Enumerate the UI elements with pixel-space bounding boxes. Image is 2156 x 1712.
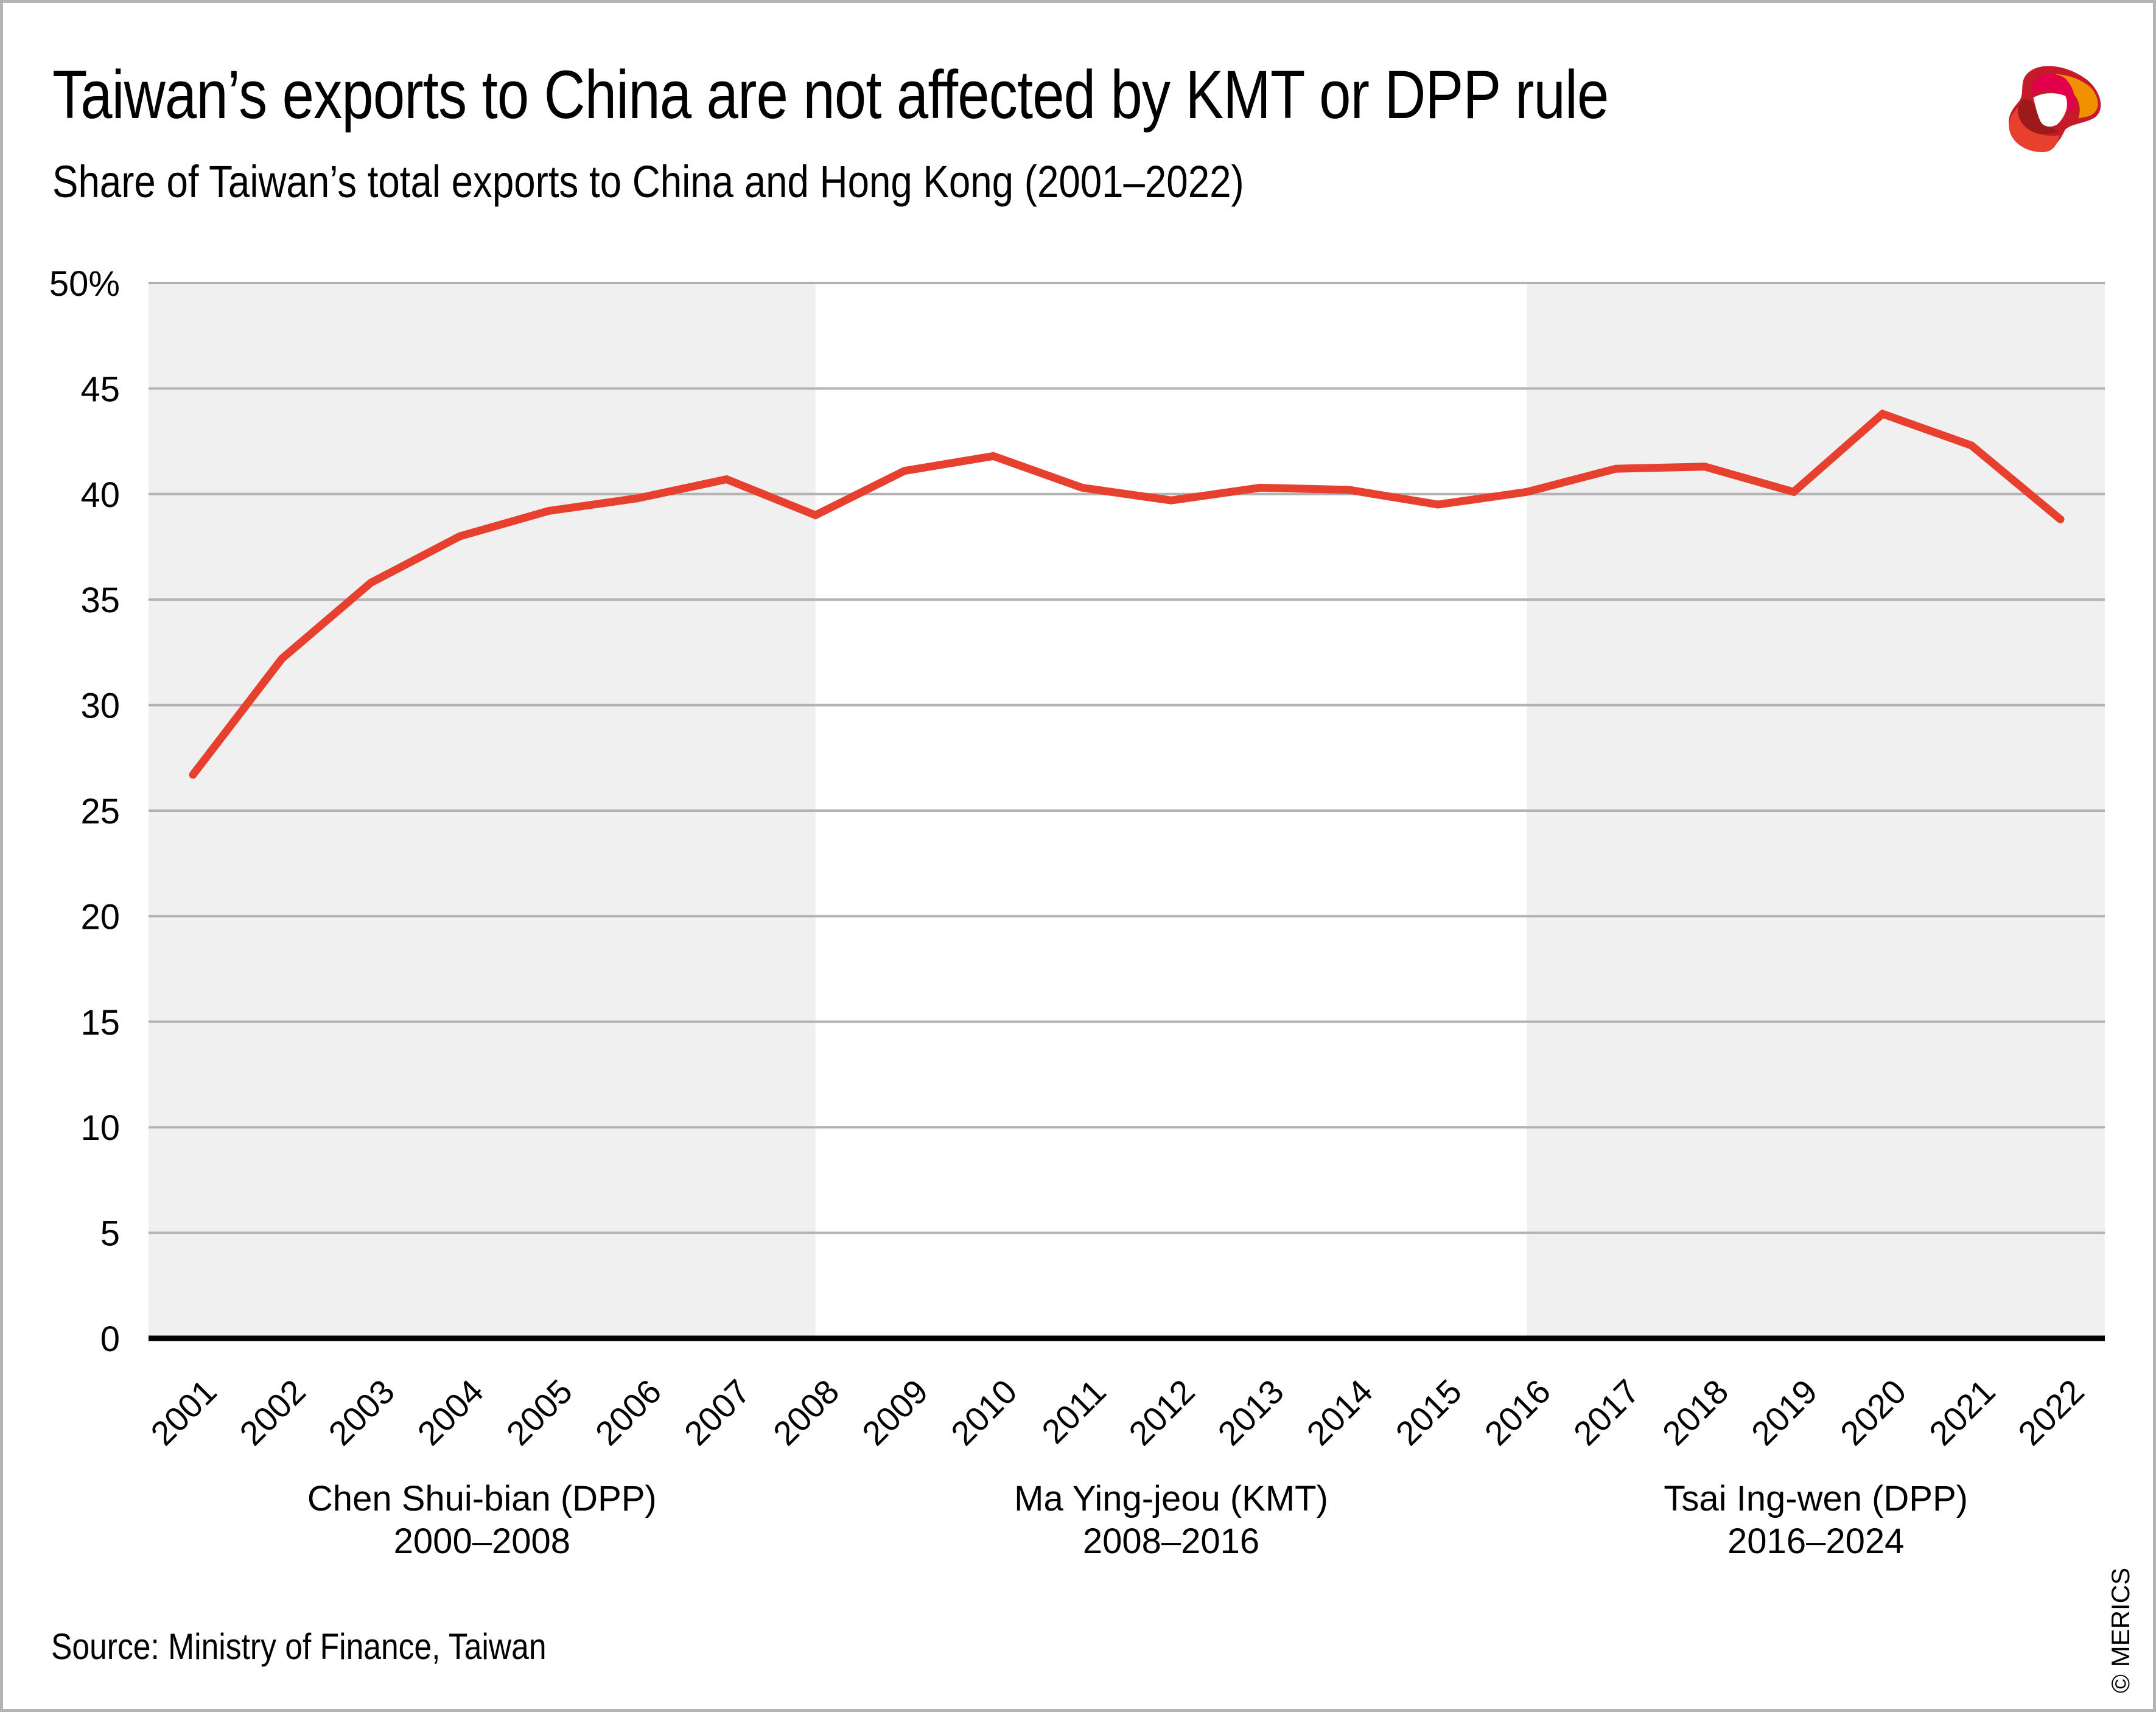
x-tick-label: 2019 [1744, 1372, 1825, 1453]
x-tick-label: 2010 [943, 1372, 1024, 1453]
y-tick-label: 0 [100, 1319, 120, 1359]
x-tick-label: 2022 [2011, 1372, 2091, 1453]
y-tick-label: 35 [80, 581, 120, 620]
y-tick-label: 45 [80, 369, 120, 409]
x-tick-label: 2006 [588, 1372, 669, 1453]
source-note: Source: Ministry of Finance, Taiwan [51, 1626, 547, 1667]
x-tick-label: 2012 [1121, 1372, 1202, 1453]
y-axis-ticks: 0 5 10 15 20 25 30 35 40 45 50% [49, 264, 120, 1359]
y-tick-label: 20 [80, 897, 120, 937]
y-tick-label: 30 [80, 687, 120, 726]
copyright-note: © MERICS [2106, 1568, 2135, 1693]
period-label-name: Ma Ying-jeou (KMT) [1014, 1479, 1328, 1518]
series-line [189, 409, 2065, 779]
chart-title: Taiwan’s exports to China are not affect… [52, 57, 1609, 133]
x-axis-ticks: 2001 2002 2003 2004 2005 2006 2007 2008 2009 2010… [143, 1372, 2091, 1453]
x-tick-label: 2015 [1388, 1372, 1469, 1453]
x-tick-label: 2013 [1210, 1372, 1291, 1453]
x-tick-label: 2008 [766, 1372, 847, 1453]
period-label-name: Chen Shui-bian (DPP) [307, 1479, 657, 1518]
chart-subtitle: Share of Taiwan’s total exports to China… [52, 156, 1244, 207]
period-label-years: 2008–2016 [1083, 1522, 1259, 1561]
y-tick-label: 25 [80, 792, 120, 831]
y-tick-label: 15 [80, 1003, 120, 1043]
x-tick-label: 2007 [677, 1372, 758, 1453]
x-tick-label: 2016 [1477, 1372, 1558, 1453]
x-tick-label: 2005 [499, 1372, 580, 1453]
period-labels: Chen Shui-bian (DPP) 2000–2008 Ma Ying-jeo… [307, 1479, 1968, 1561]
y-tick-label: 40 [80, 475, 120, 515]
period-label-name: Tsai Ing-wen (DPP) [1664, 1479, 1968, 1518]
x-tick-label: 2018 [1655, 1372, 1736, 1453]
period-label-years: 2016–2024 [1727, 1522, 1904, 1561]
y-tick-label: 5 [100, 1214, 120, 1254]
y-tick-label: 10 [80, 1108, 120, 1148]
x-tick-label: 2004 [410, 1372, 491, 1453]
period-label-years: 2000–2008 [394, 1522, 570, 1561]
y-tick-label: 50% [49, 264, 120, 304]
x-tick-label: 2002 [232, 1372, 313, 1453]
x-tick-label: 2011 [1034, 1372, 1113, 1451]
x-tick-label: 2009 [855, 1372, 936, 1453]
x-tick-label: 2001 [143, 1372, 224, 1453]
gridlines [149, 282, 2105, 1341]
x-tick-label: 2017 [1566, 1372, 1647, 1453]
series-layer [189, 409, 2065, 779]
x-tick-label: 2003 [321, 1372, 402, 1453]
x-tick-label: 2021 [1922, 1372, 2003, 1453]
merics-logo-icon [2009, 66, 2101, 152]
x-tick-label: 2020 [1833, 1372, 1914, 1453]
x-tick-label: 2014 [1299, 1372, 1380, 1453]
